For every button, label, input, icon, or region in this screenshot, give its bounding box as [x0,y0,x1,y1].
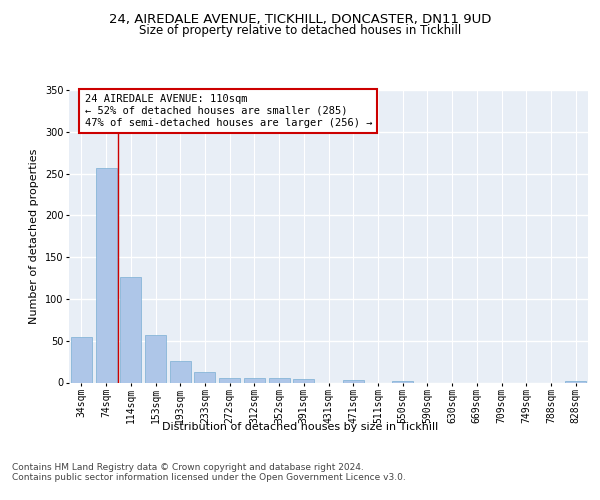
Bar [95,168,116,382]
Bar [145,335,166,382]
Text: 24 AIREDALE AVENUE: 110sqm
← 52% of detached houses are smaller (285)
47% of sem: 24 AIREDALE AVENUE: 110sqm ← 52% of deta… [85,94,372,128]
Text: 24, AIREDALE AVENUE, TICKHILL, DONCASTER, DN11 9UD: 24, AIREDALE AVENUE, TICKHILL, DONCASTER… [109,12,491,26]
Text: Size of property relative to detached houses in Tickhill: Size of property relative to detached ho… [139,24,461,37]
Bar [170,361,191,382]
Bar [565,381,586,382]
Bar [120,277,141,382]
Bar [343,380,364,382]
Y-axis label: Number of detached properties: Number of detached properties [29,148,39,324]
Bar [244,378,265,382]
Text: Distribution of detached houses by size in Tickhill: Distribution of detached houses by size … [162,422,438,432]
Bar [293,379,314,382]
Bar [219,378,240,382]
Bar [392,381,413,382]
Text: Contains HM Land Registry data © Crown copyright and database right 2024.
Contai: Contains HM Land Registry data © Crown c… [12,462,406,482]
Bar [194,372,215,382]
Bar [269,378,290,382]
Bar [71,338,92,382]
